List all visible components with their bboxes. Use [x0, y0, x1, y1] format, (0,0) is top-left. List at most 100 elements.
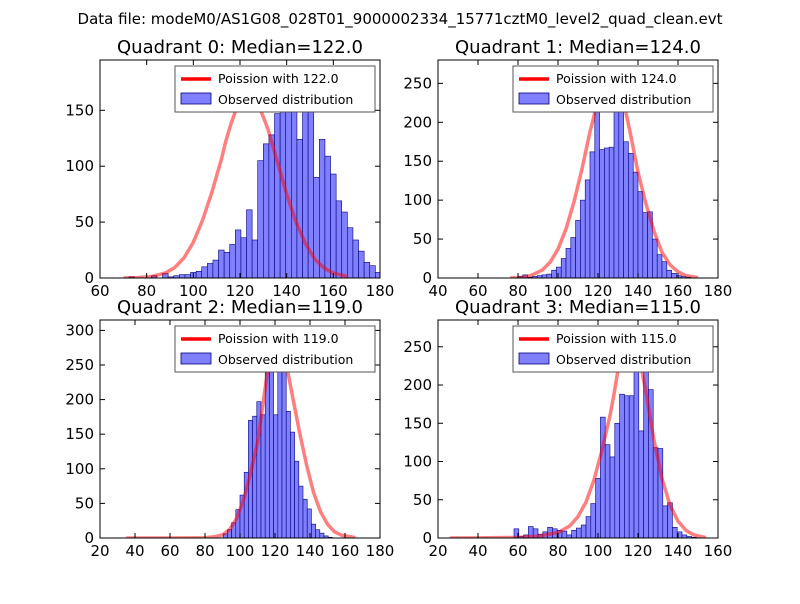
quadrant-2-title: Quadrant 2: Median=119.0 [117, 297, 363, 318]
histogram-bar [274, 113, 281, 278]
histogram-bar [369, 265, 376, 278]
histogram-bar [666, 269, 672, 278]
histogram-bar [223, 251, 231, 278]
histogram-bar [251, 239, 259, 278]
histogram-bar [672, 526, 678, 538]
x-tick-label: 60 [160, 542, 179, 560]
figure-suptitle: Data file: modeM0/AS1G08_028T01_90000023… [78, 10, 723, 29]
y-tick-label: 50 [75, 494, 94, 512]
y-tick-label: 100 [403, 191, 432, 209]
x-tick-label: 100 [584, 542, 613, 560]
histogram-bar [656, 254, 663, 278]
legend-curve-label: Poission with 122.0 [218, 71, 339, 86]
histogram-bar [595, 478, 601, 538]
histogram-bar [546, 273, 552, 278]
x-tick-label: 20 [428, 542, 447, 560]
y-tick-label: 50 [413, 230, 432, 248]
histogram-bar [246, 209, 253, 278]
quadrant-3-chart: 20 40 60 80 100 120 140 160 0 50 100 150 200 250 Quadr… [403, 297, 732, 560]
x-tick-label: 180 [366, 282, 395, 300]
legend-bar-label: Observed distribution [556, 352, 691, 367]
histogram-bar [263, 143, 270, 278]
legend: Poission with 122.0 Observed distribution [174, 65, 376, 113]
histogram-bar [298, 485, 304, 538]
y-tick-label: 150 [403, 414, 432, 432]
histogram-bar [604, 444, 611, 538]
histogram-bar [352, 239, 359, 278]
histogram-bar [576, 527, 582, 538]
histogram-bar [628, 395, 635, 538]
quadrant-0-title: Quadrant 0: Median=122.0 [117, 37, 363, 58]
y-tick-label: 150 [65, 425, 94, 443]
x-tick-label: 40 [125, 542, 144, 560]
x-tick-label: 40 [468, 542, 487, 560]
y-tick-label: 250 [403, 74, 432, 92]
x-tick-label: 160 [664, 282, 693, 300]
histogram-bar [319, 532, 325, 538]
histogram-bar [589, 151, 596, 278]
x-tick-label: 120 [584, 282, 613, 300]
histogram-bar [296, 139, 303, 278]
axes-frame [437, 319, 719, 539]
y-tick-label: 100 [403, 453, 432, 471]
x-tick-label: 80 [508, 282, 527, 300]
legend-bar-label: Observed distribution [218, 352, 353, 367]
histogram-bar [633, 360, 640, 538]
histogram-bar [195, 270, 203, 278]
histogram-bar [235, 229, 242, 278]
y-tick-label: 50 [413, 491, 432, 509]
histogram-bar [618, 100, 624, 278]
histogram-bar [212, 259, 219, 278]
x-tick-label: 140 [296, 542, 325, 560]
histogram-bar [281, 361, 287, 538]
x-tick-label: 80 [137, 282, 156, 300]
histogram-bar [513, 528, 520, 538]
histogram-bar [179, 274, 186, 278]
histogram-bar [330, 173, 337, 278]
y-tick-label: 200 [403, 113, 432, 131]
legend-bar-label: Observed distribution [556, 92, 691, 107]
histogram-bar [306, 508, 312, 538]
x-tick-label: 180 [704, 282, 733, 300]
legend-bar-swatch [518, 92, 550, 105]
histogram-bar [319, 139, 326, 278]
histogram-bar [268, 134, 275, 278]
histogram-bar [201, 266, 208, 278]
histogram-bar [207, 263, 214, 278]
x-tick-label: 80 [548, 542, 567, 560]
quadrant-1-chart: 40 60 80 100 120 140 160 180 0 50 100 150 200 250 Quad… [403, 37, 732, 300]
x-tick-label: 160 [704, 542, 733, 560]
histogram-bar [584, 179, 591, 278]
x-tick-label: 140 [272, 282, 301, 300]
histogram-bar [599, 149, 605, 278]
histogram-bar [347, 227, 354, 278]
x-tick-label: 140 [624, 282, 653, 300]
x-tick-label: 60 [508, 542, 527, 560]
histogram-bar [632, 171, 639, 278]
histogram-bar [623, 141, 629, 278]
histogram-bar [608, 146, 615, 278]
histogram-bar [637, 191, 644, 278]
histogram-bar [294, 460, 300, 538]
x-tick-label: 80 [195, 542, 214, 560]
x-tick-label: 40 [428, 282, 447, 300]
quadrant-0-chart: 60 80 100 120 140 160 180 0 50 100 150 Quadrant 0: … [65, 37, 395, 300]
histogram-bar [381, 272, 387, 278]
quadrant-2-chart: 20 40 60 80 100 120 140 160 180 0 50 100 150 200 250 30… [65, 297, 394, 560]
histogram-bar [661, 261, 668, 278]
histogram-bar [240, 237, 247, 278]
x-tick-label: 160 [331, 542, 360, 560]
y-tick-label: 150 [403, 152, 432, 170]
histogram-bar [580, 524, 587, 538]
histogram-bar [671, 273, 677, 278]
histogram-bar [341, 211, 348, 278]
y-tick-label: 250 [403, 338, 432, 356]
x-tick-label: 60 [90, 282, 109, 300]
histogram-bar [302, 498, 308, 538]
y-tick-label: 0 [422, 529, 432, 547]
histogram-bar [575, 220, 581, 278]
histogram-bar [324, 155, 331, 278]
histogram-bar [257, 160, 264, 278]
y-tick-label: 150 [65, 101, 94, 119]
